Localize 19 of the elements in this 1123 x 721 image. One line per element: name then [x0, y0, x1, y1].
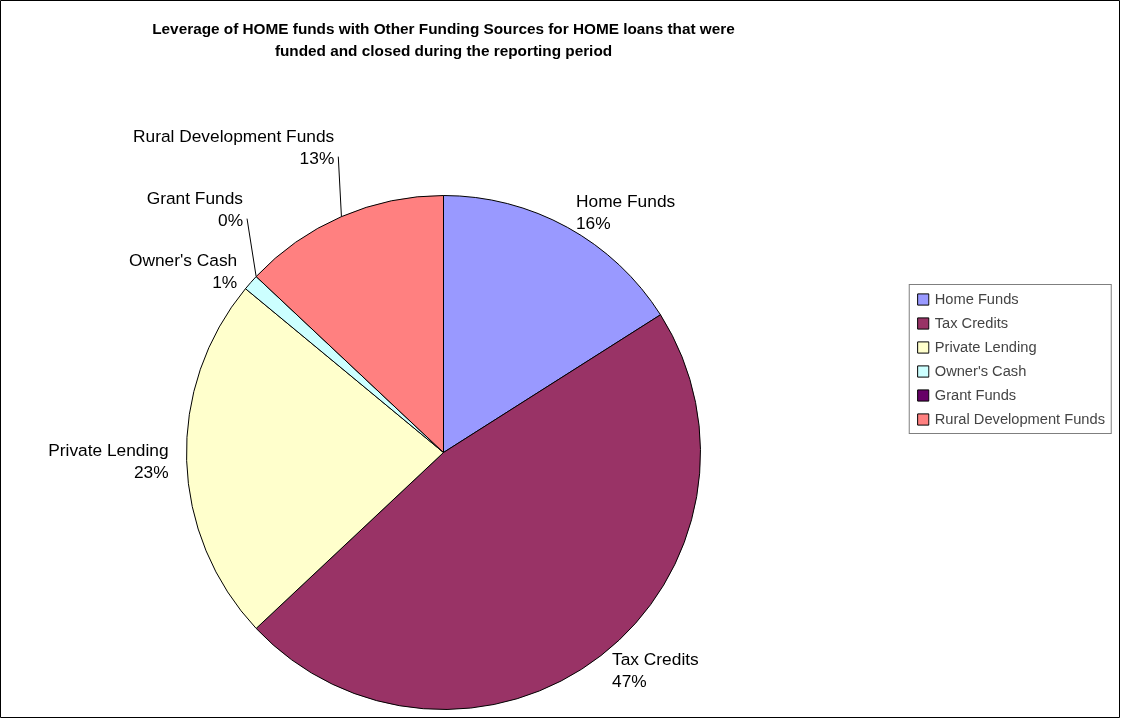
legend-label: Private Lending: [934, 339, 1037, 355]
legend-label: Grant Funds: [934, 387, 1017, 403]
text: 0%: [217, 209, 244, 230]
data-label: 1%: [212, 271, 238, 292]
slice-label: Home Funds: [575, 190, 676, 211]
chart-title: Leverage of HOME funds with Other Funding Sources for HOME loans that were funded and closed during the reporting period: [152, 20, 735, 59]
slice-label: Private Lending: [48, 440, 169, 461]
legend-label: Tax Credits: [934, 315, 1009, 331]
legend-label: Home Funds: [934, 291, 1019, 307]
legend-label: Rural Development Funds: [934, 411, 1105, 427]
data-label: 16%: [575, 212, 611, 233]
slice-label: Owner's Cash: [128, 249, 238, 270]
slice-label: Rural Development Funds: [132, 125, 335, 146]
data-label: 13%: [299, 147, 335, 168]
legend-label: Owner's Cash: [934, 363, 1027, 379]
data-label: 23%: [133, 462, 169, 483]
category-label: Grant Funds: [146, 187, 244, 208]
slice-label: Tax Credits: [612, 648, 700, 669]
data-label: 47%: [612, 670, 647, 691]
